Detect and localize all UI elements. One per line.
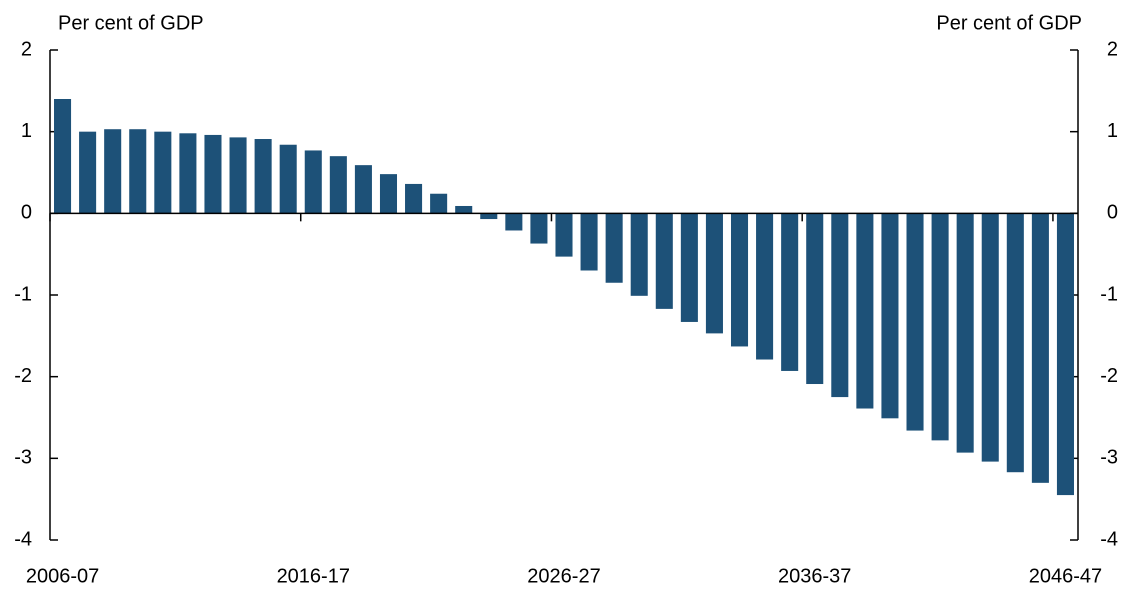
bar	[279, 144, 297, 214]
bar	[981, 213, 999, 462]
bar	[304, 150, 322, 214]
bar	[655, 213, 673, 309]
bar	[781, 213, 799, 371]
bar	[179, 133, 197, 214]
bar	[129, 129, 147, 214]
bar	[705, 213, 723, 334]
bar	[229, 137, 247, 214]
bar	[1031, 213, 1049, 483]
bar	[906, 213, 924, 431]
y2-tick-label: -4	[1100, 528, 1118, 550]
bar	[480, 213, 498, 220]
y2-tick-label: 1	[1107, 120, 1118, 142]
bar	[605, 213, 623, 283]
x-tick-label: 2026-27	[527, 565, 600, 587]
bar	[254, 139, 272, 214]
y-tick-label: 2	[21, 38, 32, 60]
bar	[505, 213, 523, 231]
bar	[555, 213, 573, 257]
bar	[455, 205, 473, 214]
y-tick-label: 0	[21, 202, 32, 224]
bar	[1006, 213, 1024, 473]
y2-tick-label: -1	[1100, 283, 1118, 305]
x-tick-label: 2046-47	[1029, 565, 1102, 587]
bar	[405, 183, 423, 214]
bar	[630, 213, 648, 296]
bar	[831, 213, 849, 398]
bar	[379, 174, 398, 214]
x-tick-label: 2016-17	[277, 565, 350, 587]
bar	[956, 213, 974, 453]
bar	[806, 213, 824, 385]
x-tick-label: 2036-37	[778, 565, 851, 587]
bar	[756, 213, 774, 360]
y2-tick-label: -3	[1100, 447, 1118, 469]
bar	[1056, 213, 1074, 496]
bar	[881, 213, 899, 419]
y-tick-label: -1	[14, 283, 32, 305]
bar	[154, 131, 172, 214]
bar	[329, 156, 347, 214]
bar	[204, 134, 222, 214]
y2-tick-label: -2	[1100, 365, 1118, 387]
y2-axis-label: Per cent of GDP	[936, 12, 1082, 34]
bar	[430, 193, 448, 214]
bar	[856, 213, 874, 409]
bar	[79, 131, 97, 214]
y-tick-label: 1	[21, 120, 32, 142]
y-tick-label: -4	[14, 528, 32, 550]
y2-tick-label: 0	[1107, 202, 1118, 224]
y-tick-label: -2	[14, 365, 32, 387]
bar	[580, 213, 598, 271]
bar	[530, 213, 548, 244]
bar	[680, 213, 698, 322]
bar	[54, 99, 72, 214]
y-tick-label: -3	[14, 447, 32, 469]
y2-tick-label: 2	[1107, 38, 1118, 60]
bar	[104, 129, 122, 214]
x-tick-label: 2006-07	[26, 565, 99, 587]
bar	[354, 165, 372, 214]
y-axis-label: Per cent of GDP	[58, 12, 204, 34]
bar	[730, 213, 749, 347]
bar	[931, 213, 949, 441]
